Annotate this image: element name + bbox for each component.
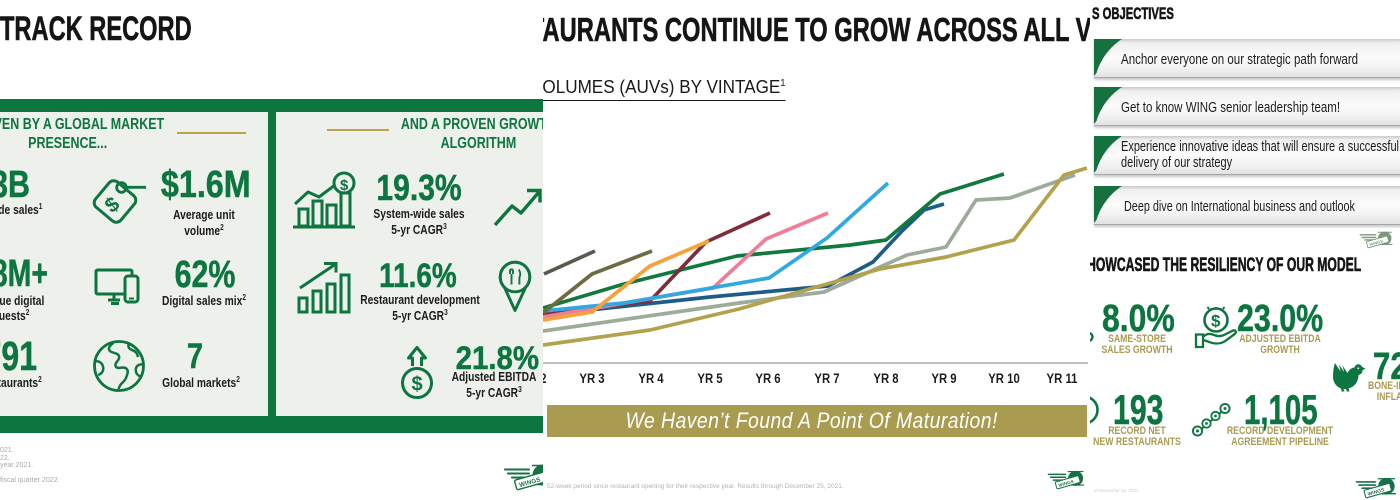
svg-text:WINGS: WINGS: [1369, 238, 1384, 247]
svg-text:WINGS: WINGS: [1367, 487, 1386, 498]
svg-text:WINGS: WINGS: [1058, 479, 1074, 488]
svg-text:$: $: [340, 177, 349, 194]
svg-text:$: $: [1211, 312, 1221, 331]
svg-text:$: $: [412, 374, 423, 396]
